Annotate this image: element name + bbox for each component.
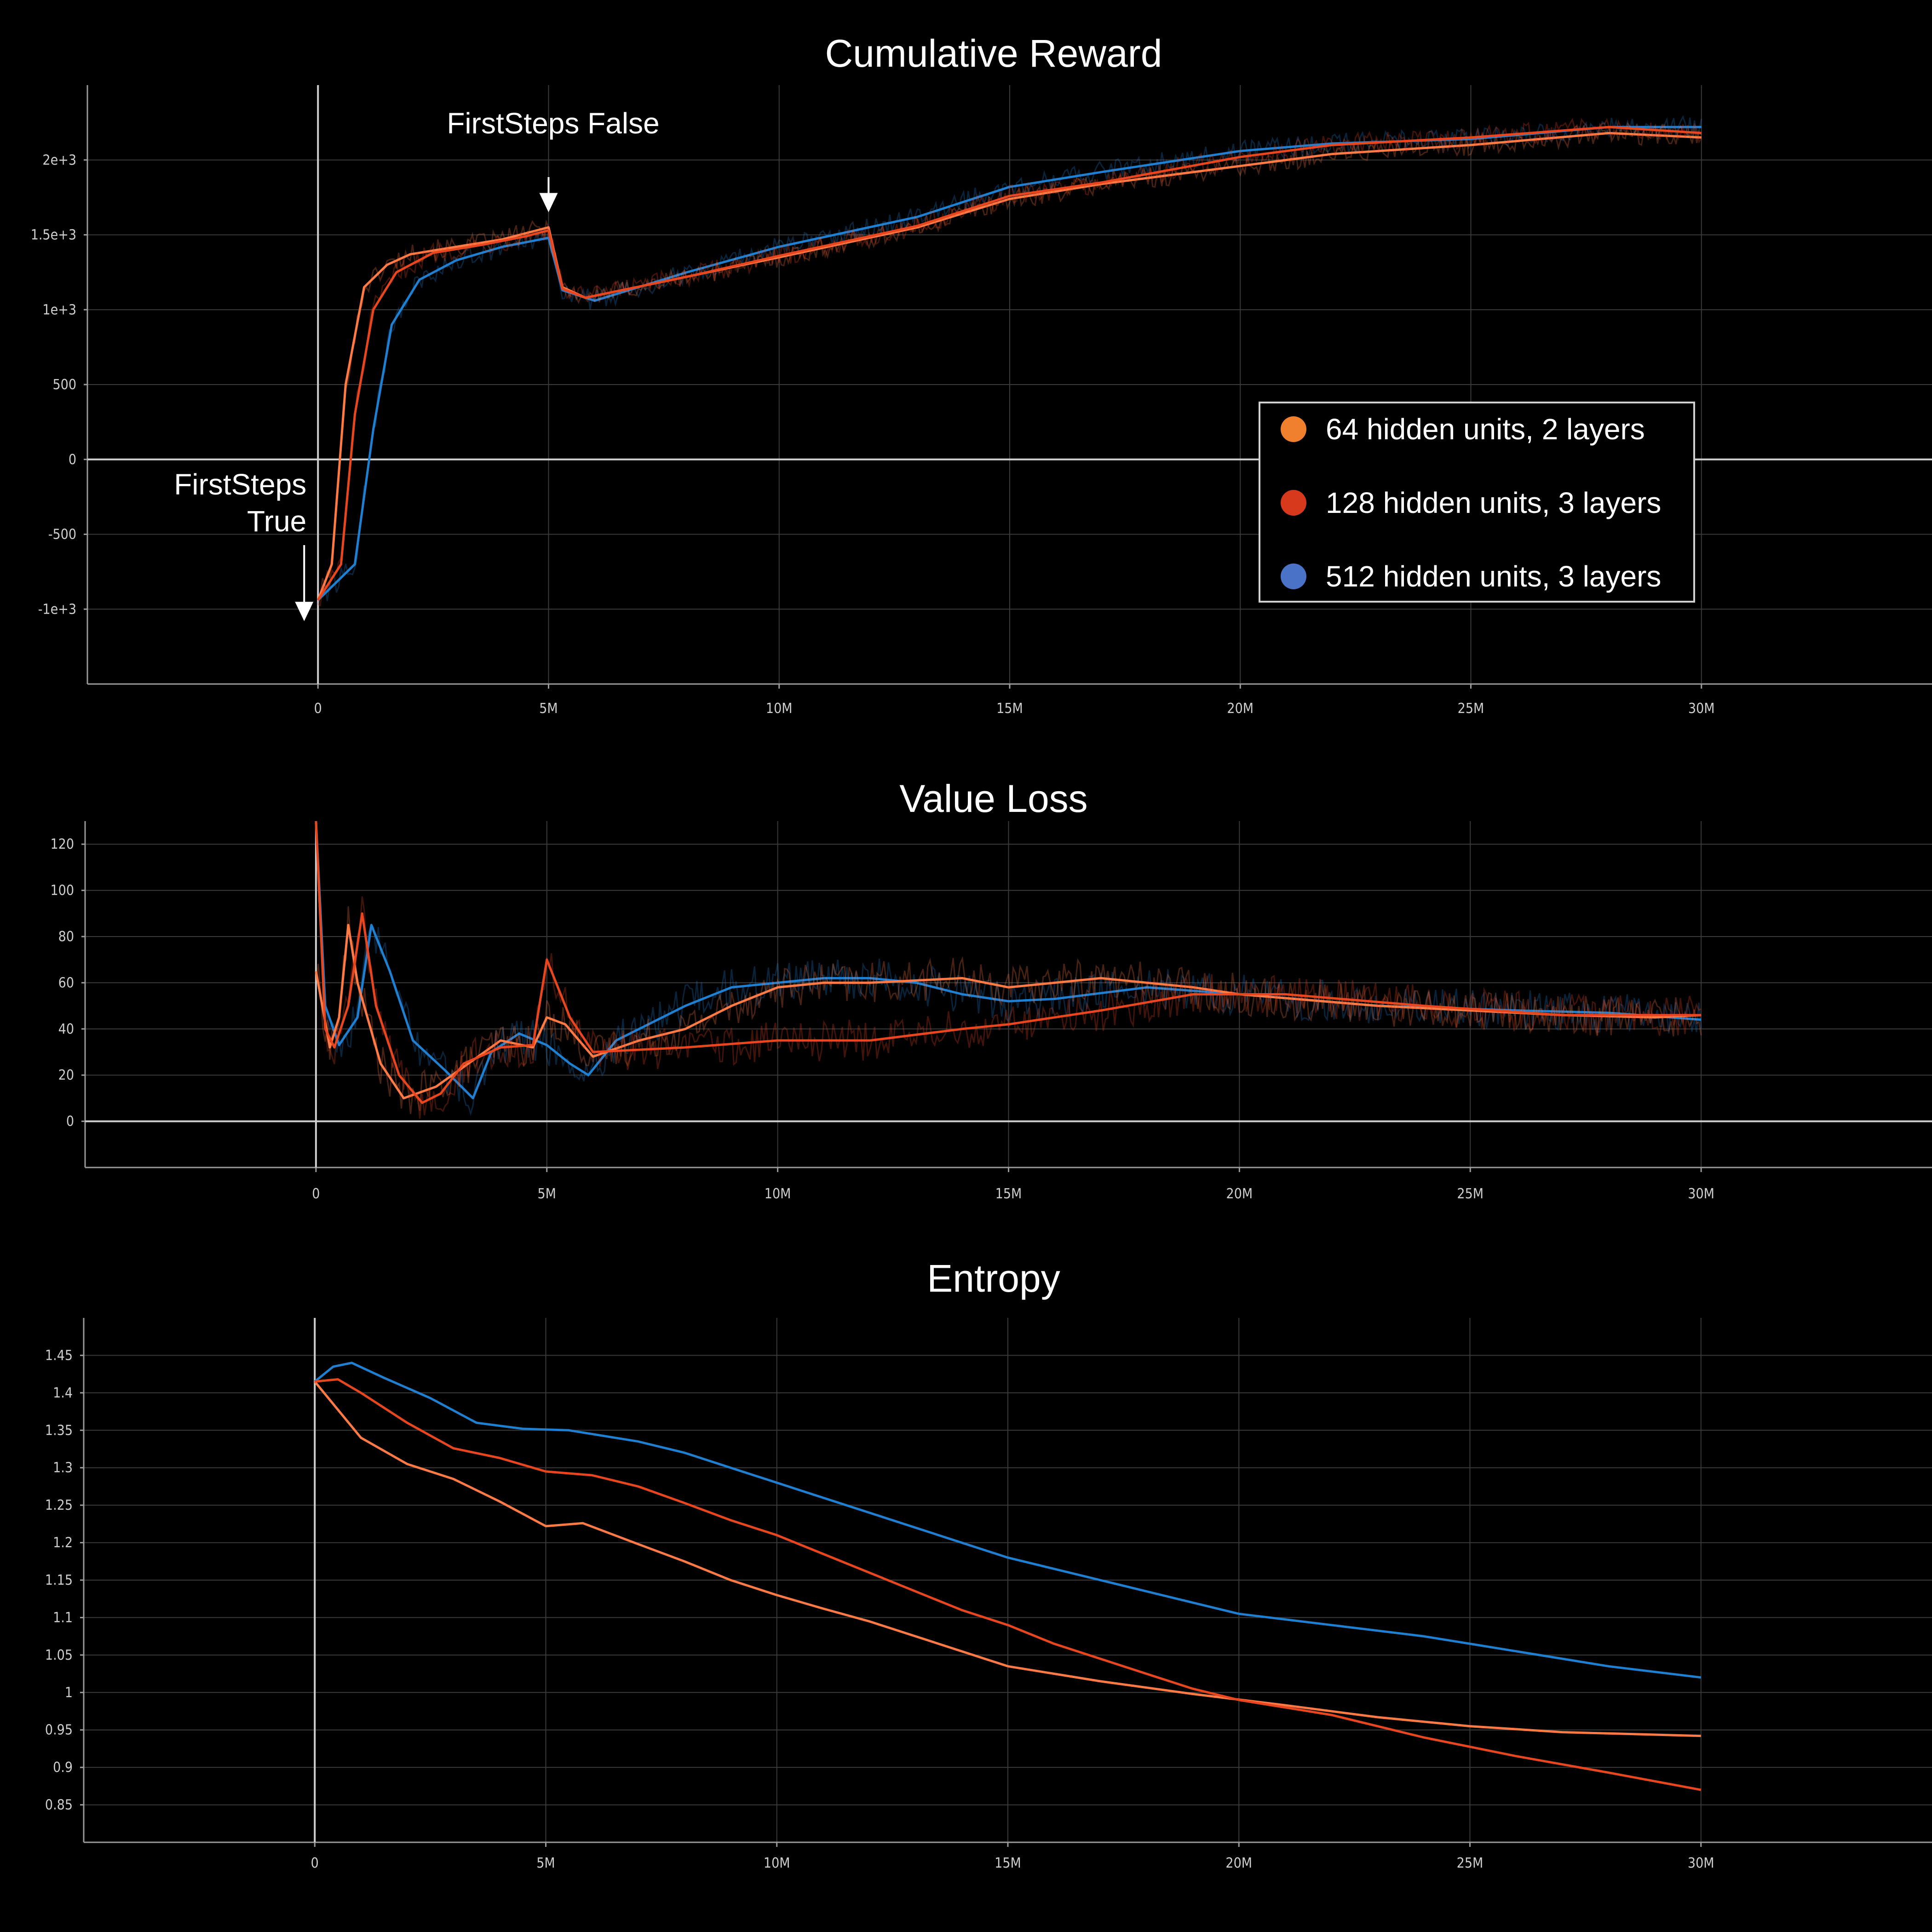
y-tick-label: 500 xyxy=(52,377,76,393)
y-tick-label: 0.85 xyxy=(45,1797,73,1813)
x-tick-label: 10M xyxy=(766,701,793,717)
y-tick-label: 20 xyxy=(58,1067,74,1083)
raw-trace xyxy=(317,117,1702,607)
legend-dot xyxy=(1281,490,1306,516)
y-tick-label: 1e+3 xyxy=(42,302,76,318)
y-tick-label: 1.5e+3 xyxy=(31,227,76,243)
raw-trace xyxy=(315,906,1702,1114)
series-line xyxy=(315,821,1702,1099)
y-tick-label: 0.9 xyxy=(53,1760,73,1776)
y-tick-label: 1.25 xyxy=(45,1497,73,1513)
y-tick-label: 0 xyxy=(66,1114,74,1130)
y-tick-label: 60 xyxy=(58,975,74,991)
series-line xyxy=(314,1362,1702,1679)
legend-label: 128 hidden units, 3 layers xyxy=(1326,486,1661,519)
arrow-down-icon xyxy=(295,602,314,621)
x-tick-label: 25M xyxy=(1458,701,1484,717)
annotation-firststeps-false: FirstSteps False xyxy=(447,107,660,213)
x-tick-label: 15M xyxy=(995,1855,1021,1871)
y-tick-label: 100 xyxy=(50,883,74,899)
x-tick-label: 10M xyxy=(765,1186,791,1202)
y-tick-label: 2e+3 xyxy=(42,152,76,168)
legend: 64 hidden units, 2 layers 128 hidden unit… xyxy=(1259,402,1695,603)
legend-dot xyxy=(1281,416,1306,442)
x-tick-label: 30M xyxy=(1688,701,1715,717)
x-tick-label: 30M xyxy=(1688,1855,1714,1871)
y-tick-label: 1.05 xyxy=(45,1647,73,1663)
raw-trace xyxy=(315,830,1702,1119)
x-tick-label: 0 xyxy=(311,1855,319,1871)
chart-title: Entropy xyxy=(927,1257,1060,1300)
y-tick-label: 1.4 xyxy=(53,1385,73,1401)
y-tick-label: 40 xyxy=(58,1021,74,1037)
y-tick-label: 1.35 xyxy=(45,1422,73,1438)
y-tick-label: 1.1 xyxy=(53,1610,73,1626)
series-line xyxy=(315,1378,1702,1791)
y-tick-label: 80 xyxy=(58,929,74,945)
x-tick-label: 0 xyxy=(312,1186,320,1202)
series-line xyxy=(317,126,1702,601)
y-tick-label: 1.45 xyxy=(45,1347,73,1363)
legend-dot xyxy=(1281,564,1306,589)
x-tick-label: 25M xyxy=(1457,1186,1484,1202)
chart-title: Cumulative Reward xyxy=(825,32,1162,75)
x-tick-label: 5M xyxy=(539,701,558,717)
x-tick-label: 20M xyxy=(1227,701,1254,717)
y-tick-label: 120 xyxy=(50,836,74,852)
y-tick-label: 1.15 xyxy=(45,1572,73,1588)
x-tick-label: 10M xyxy=(764,1855,790,1871)
y-tick-label: -500 xyxy=(48,527,76,543)
series-512-hidden-units-3-layers xyxy=(314,1362,1702,1679)
series-128-hidden-units-3-layers xyxy=(315,1378,1702,1791)
legend-label: 64 hidden units, 2 layers xyxy=(1326,413,1645,446)
legend-box xyxy=(1259,402,1695,603)
y-tick-label: 0 xyxy=(69,452,76,468)
raw-trace xyxy=(315,830,1702,1116)
x-tick-label: 20M xyxy=(1225,1855,1252,1871)
y-tick-label: 1.3 xyxy=(53,1460,73,1476)
x-tick-label: 15M xyxy=(996,701,1023,717)
x-tick-label: 5M xyxy=(538,1186,556,1202)
series-512-hidden-units-3-layers xyxy=(315,821,1702,1116)
x-tick-label: 5M xyxy=(536,1855,555,1871)
cumulative-reward-chart: Cumulative Reward 2e+3 1.5e+3 1e+3 500 0 -500 -… xyxy=(31,32,1932,717)
annotation-firststeps-true: FirstSteps True xyxy=(174,468,314,621)
x-tick-label: 30M xyxy=(1688,1186,1714,1202)
y-tick-label: 1.2 xyxy=(53,1535,73,1551)
entropy-chart: Entropy 1.45 1.4 1.35 1.3 1.25 1.2 1.15 1.1 1.05 1… xyxy=(45,1257,1932,1871)
annotation-text: FirstSteps xyxy=(174,468,306,501)
legend-label: 512 hidden units, 3 layers xyxy=(1326,560,1661,593)
grid xyxy=(84,1318,1932,1842)
series-line xyxy=(314,1380,1701,1737)
arrow-down-icon xyxy=(539,193,558,213)
series-64-hidden-units-2-layers xyxy=(314,1380,1701,1737)
annotation-text: FirstSteps False xyxy=(447,107,659,140)
x-tick-label: 0 xyxy=(314,701,322,717)
chart-title: Value Loss xyxy=(899,777,1087,820)
y-tick-label: 0.95 xyxy=(45,1722,73,1738)
y-tick-label: 1 xyxy=(65,1685,73,1701)
series-line xyxy=(315,821,1702,1104)
x-tick-label: 20M xyxy=(1226,1186,1253,1202)
value-loss-chart: Value Loss 120 100 80 60 40 20 0 0 5M 10M 15M 20M 25M… xyxy=(50,777,1932,1202)
series-128-hidden-units-3-layers xyxy=(315,821,1702,1119)
x-tick-label: 15M xyxy=(995,1186,1022,1202)
y-tick-label: -1e+3 xyxy=(38,601,76,617)
x-tick-label: 25M xyxy=(1457,1855,1484,1871)
annotation-text: True xyxy=(247,505,306,538)
series-128-hidden-units-3-layers xyxy=(317,117,1702,607)
